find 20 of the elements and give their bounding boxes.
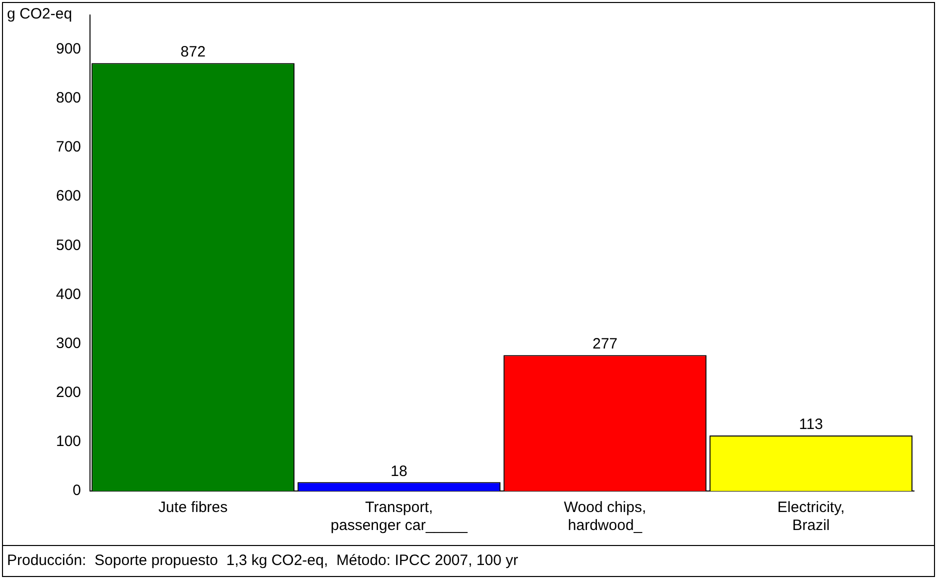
- y-tick-label: 900: [56, 40, 82, 58]
- text: Producción: Soporte propuesto 1,3 kg CO2-eq, Método: IPCC 2007, 100 yr: [3, 545, 934, 576]
- y-tick-label: 0: [72, 482, 82, 500]
- y-tick-label: 100: [56, 433, 82, 450]
- data-label: 18: [390, 462, 408, 480]
- y-tick-label: 500: [56, 236, 82, 254]
- y-tick-label: 600: [56, 188, 82, 205]
- y-tick-label: 400: [56, 286, 82, 303]
- y-tick-label: 700: [56, 138, 82, 156]
- y-axis-title: g CO2-eq: [7, 6, 72, 23]
- x-tick-label: Transport, passenger car_____: [330, 499, 468, 534]
- x-tick-label: Electricity, Brazil: [777, 499, 845, 534]
- x-tick-label: Wood chips, hardwood_: [564, 499, 646, 534]
- data-label: 113: [799, 416, 823, 434]
- y-tick-label: 300: [56, 334, 82, 352]
- y-tick-label: 800: [56, 90, 82, 107]
- data-label: 277: [592, 336, 618, 353]
- y-tick-label: 200: [56, 384, 82, 401]
- data-label: 872: [180, 44, 206, 61]
- x-tick-label: Jute fibres: [158, 499, 228, 516]
